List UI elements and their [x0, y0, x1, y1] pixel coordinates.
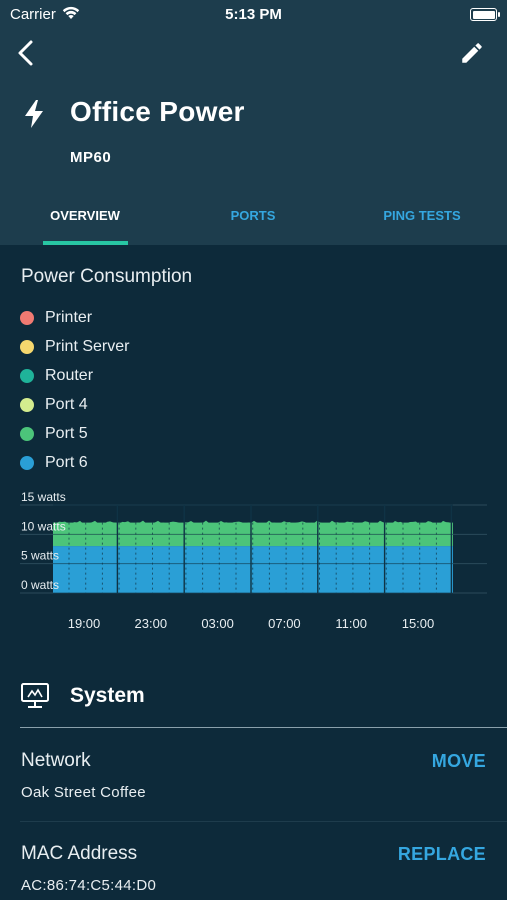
status-bar: Carrier 5:13 PM [0, 0, 507, 28]
mac-address-value: AC:86:74:C5:44:D0 [21, 877, 157, 894]
power-consumption-chart: 19:00 23:00 03:00 07:00 11:00 15:00 15 watts 10… [20, 490, 487, 631]
tab-ports[interactable]: PORTS [230, 208, 276, 223]
wifi-icon [62, 6, 80, 19]
legend-item-port-4: Port 4 [20, 395, 220, 415]
carrier-label: Carrier [10, 6, 56, 23]
move-button[interactable]: MOVE [431, 751, 486, 771]
x-tick-label: 23:00 [135, 616, 168, 631]
legend-label: Port 6 [45, 454, 88, 471]
x-tick-label: 03:00 [201, 616, 234, 631]
legend-label: Port 5 [45, 425, 88, 442]
chevron-left-icon[interactable] [12, 38, 40, 68]
x-tick-label: 07:00 [268, 616, 301, 631]
divider [20, 821, 507, 822]
power-consumption-title: Power Consumption [21, 266, 193, 287]
legend-label: Print Server [45, 338, 130, 355]
legend-label: Port 4 [45, 396, 88, 413]
y-tick-label: 15 watts [21, 490, 66, 504]
legend-label: Router [45, 367, 94, 384]
battery-icon [470, 8, 500, 21]
x-tick-label: 15:00 [402, 616, 435, 631]
y-tick-label: 5 watts [21, 549, 59, 563]
mac-address-label: MAC Address [21, 843, 138, 864]
header: Carrier 5:13 PM Office Power MP60 OVERVI… [0, 0, 507, 245]
pencil-icon[interactable] [459, 40, 485, 66]
legend-dot [20, 427, 34, 441]
legend-item-router: Router [20, 366, 220, 386]
status-time: 5:13 PM [225, 6, 282, 23]
legend-item-port-6: Port 6 [20, 453, 220, 473]
x-tick-label: 19:00 [68, 616, 101, 631]
legend-dot [20, 456, 34, 470]
tab-ping-tests[interactable]: PING TESTS [383, 208, 461, 223]
legend-dot [20, 311, 34, 325]
legend-dot [20, 340, 34, 354]
legend-label: Printer [45, 309, 93, 326]
network-label: Network [21, 750, 91, 771]
legend-item-port-5: Port 5 [20, 424, 220, 444]
divider [20, 727, 507, 728]
legend-item-printer: Printer [20, 308, 220, 328]
replace-button[interactable]: REPLACE [397, 844, 486, 864]
tab-overview[interactable]: OVERVIEW [50, 208, 120, 223]
network-value: Oak Street Coffee [21, 784, 146, 801]
legend-dot [20, 398, 34, 412]
y-tick-label: 0 watts [21, 578, 59, 592]
y-tick-label: 10 watts [21, 519, 66, 533]
monitor-icon [21, 683, 49, 708]
legend-item-print-server: Print Server [20, 337, 220, 357]
active-tab-indicator [43, 241, 128, 245]
page-title: Office Power [70, 96, 245, 127]
lightning-bolt-icon [25, 100, 43, 128]
device-model: MP60 [70, 149, 112, 166]
system-section-title: System [70, 684, 145, 707]
legend-dot [20, 369, 34, 383]
x-tick-label: 11:00 [335, 616, 367, 631]
